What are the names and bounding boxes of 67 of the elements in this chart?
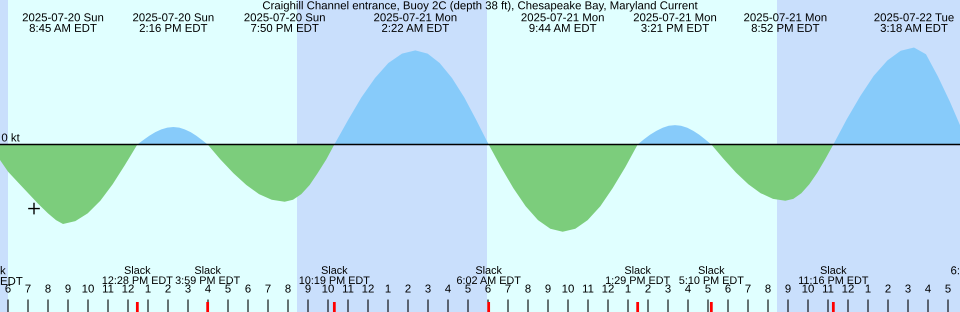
- text: Slack 5:10 PM EDT: [679, 266, 744, 284]
- x-tick-label: 8: [525, 284, 531, 293]
- x-tick-label: 8: [285, 284, 291, 293]
- x-tick-label: 12: [602, 284, 614, 292]
- x-tick-label: 11: [822, 284, 834, 292]
- x-tick-label: 11: [102, 284, 114, 292]
- text: 2025-07-21 Mon 3:21 PM EDT: [634, 13, 716, 32]
- x-tick-label: 3: [905, 284, 911, 293]
- x-tick-label: 5: [945, 284, 951, 293]
- text: Slack 1:29 PM EDT: [606, 266, 670, 284]
- x-tick-label: 10: [562, 284, 574, 293]
- text: 6:: [951, 266, 959, 274]
- x-tick-label: 9: [785, 284, 791, 293]
- x-tick-label: 4: [445, 284, 451, 292]
- text: k EDT: [0, 266, 23, 285]
- x-tick-label: 7: [265, 284, 271, 292]
- x-tick-label: 9: [305, 284, 311, 293]
- x-tick-label: 12: [122, 284, 134, 292]
- x-tick-label: 6: [5, 284, 11, 293]
- text: 2025-07-20 Sun 8:45 AM EDT: [22, 13, 104, 32]
- x-tick-label: 7: [25, 284, 31, 292]
- text: 2025-07-20 Sun 2:16 PM EDT: [133, 13, 214, 32]
- x-tick-label: 4: [205, 284, 211, 292]
- text: Slack 10:19 PM EDT: [300, 266, 370, 284]
- x-tick-label: 8: [765, 284, 771, 293]
- text: 2025-07-21 Mon 9:44 AM EDT: [521, 13, 604, 32]
- x-tick-label: 7: [745, 284, 751, 292]
- x-tick-label: 9: [545, 284, 551, 293]
- text: 2025-07-21 Mon 2:22 AM EDT: [374, 13, 456, 32]
- x-tick-label: 5: [465, 284, 471, 293]
- x-tick-label: 5: [705, 284, 711, 293]
- x-tick-label: 2: [885, 284, 891, 292]
- x-tick-label: 12: [362, 284, 374, 292]
- x-tick-label: 10: [82, 284, 94, 293]
- text: Slack 6:02 AM EDT: [457, 266, 521, 284]
- x-tick-label: 1: [626, 284, 631, 292]
- text: 2025-07-20 Sun 7:50 PM EDT: [244, 13, 325, 32]
- x-tick-label: 10: [802, 284, 814, 293]
- x-tick-label: 3: [425, 284, 431, 293]
- x-tick-label: 3: [665, 284, 671, 293]
- chart-title: Craighill Channel entrance, Buoy 2C (depth 38 ft), Chesapeake Bay, Maryland Current: [262, 1, 698, 12]
- text: 2025-07-22 Tue 3:18 AM EDT: [874, 13, 954, 32]
- text: Slack 12:28 PM EDT: [102, 266, 173, 284]
- x-tick-label: 10: [322, 284, 334, 293]
- text: 2025-07-21 Mon 8:52 PM EDT: [744, 13, 826, 32]
- x-tick-label: 1: [146, 284, 151, 292]
- text: Slack 3:59 PM EDT: [176, 266, 240, 284]
- x-tick-label: 1: [386, 284, 391, 292]
- x-tick-label: 2: [165, 284, 171, 292]
- x-tick-label: 4: [685, 284, 691, 292]
- x-tick-label: 9: [65, 284, 71, 293]
- x-tick-label: 3: [185, 284, 191, 293]
- x-tick-label: 11: [582, 284, 594, 292]
- x-tick-label: 12: [842, 284, 854, 292]
- ref-line-label: 0 kt: [2, 133, 20, 142]
- x-tick-label: 2: [405, 284, 411, 292]
- x-tick-label: 11: [342, 284, 354, 292]
- x-tick-label: 2: [645, 284, 651, 292]
- x-tick-label: 6: [725, 284, 731, 293]
- x-tick-label: 7: [505, 284, 511, 292]
- x-tick-label: 1: [866, 284, 871, 292]
- x-tick-label: 6: [245, 284, 251, 293]
- x-tick-label: 6: [485, 284, 491, 293]
- text: Slack 11:16 PM EDT: [799, 266, 868, 284]
- x-tick-label: 8: [45, 284, 51, 293]
- x-tick-label: 4: [925, 284, 931, 292]
- x-tick-label: 5: [225, 284, 231, 293]
